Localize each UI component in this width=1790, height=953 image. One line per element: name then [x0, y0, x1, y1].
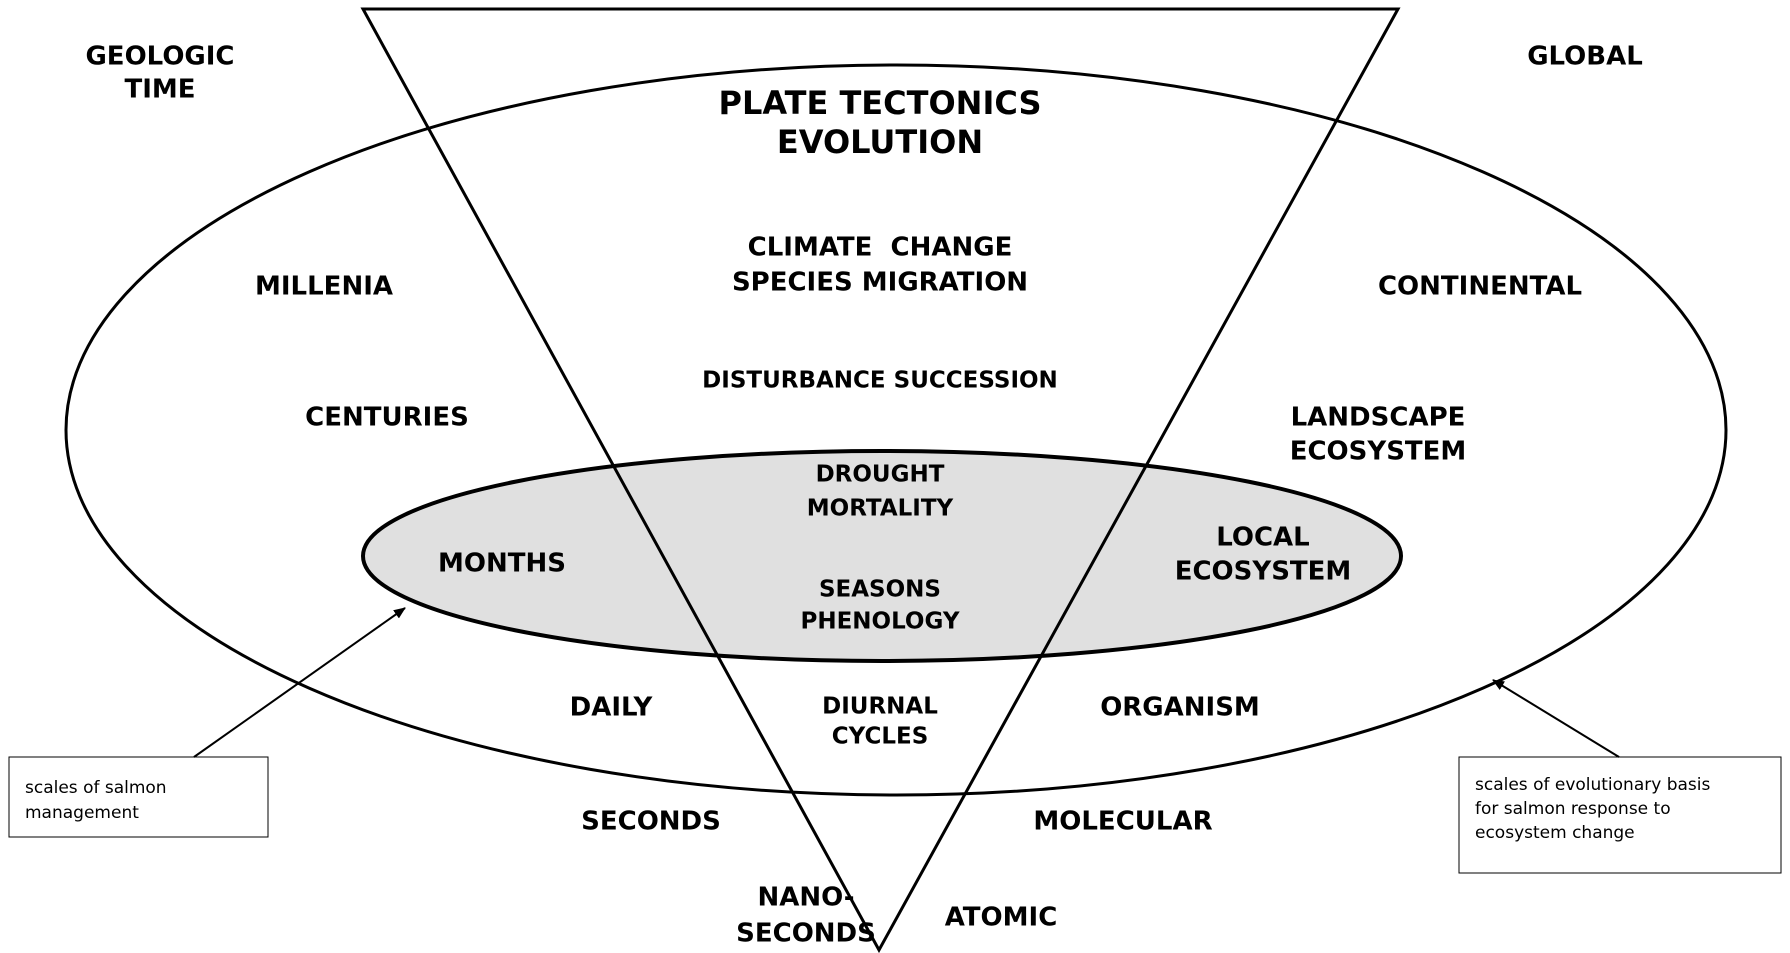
callout-text: scales of salmon — [25, 778, 167, 798]
callout-text: management — [25, 803, 139, 823]
label: DAILY — [570, 693, 654, 723]
label: NANO- — [757, 883, 854, 913]
label: PHENOLOGY — [800, 609, 959, 635]
label: MORTALITY — [807, 496, 954, 522]
label: SPECIES MIGRATION — [732, 268, 1028, 298]
callout-box — [1458, 756, 1782, 874]
callout-box — [8, 756, 269, 838]
label: DISTURBANCE SUCCESSION — [702, 368, 1058, 394]
label: SECONDS — [581, 807, 721, 837]
outer-ellipse — [64, 63, 1728, 797]
arrow — [1492, 679, 1620, 758]
label: DROUGHT — [816, 462, 945, 488]
label: MOLECULAR — [1033, 807, 1212, 837]
label: ECOSYSTEM — [1290, 437, 1467, 467]
label: EVOLUTION — [777, 123, 983, 161]
label: GEOLOGIC — [85, 42, 234, 72]
label: CENTURIES — [305, 403, 469, 433]
label: MONTHS — [438, 549, 566, 579]
callout-text: ecosystem change — [1475, 823, 1635, 843]
inner-ellipse — [361, 449, 1403, 663]
label: LOCAL — [1216, 523, 1310, 553]
label: SECONDS — [736, 919, 876, 949]
callout-text: for salmon response to — [1475, 799, 1671, 819]
label: GLOBAL — [1527, 42, 1643, 72]
callout-text: scales of evolutionary basis — [1475, 775, 1710, 795]
label: CONTINENTAL — [1378, 272, 1582, 302]
label: ATOMIC — [945, 903, 1058, 933]
label: LANDSCAPE — [1291, 403, 1466, 433]
label: CLIMATE CHANGE — [748, 233, 1013, 263]
label: CYCLES — [832, 724, 929, 750]
label: MILLENIA — [255, 272, 393, 302]
label: ECOSYSTEM — [1175, 557, 1352, 587]
label: TIME — [124, 75, 195, 105]
arrow — [193, 607, 406, 758]
label: ORGANISM — [1100, 693, 1260, 723]
label: SEASONS — [819, 577, 941, 603]
triangle — [360, 7, 1401, 953]
label: DIURNAL — [822, 694, 938, 720]
label: PLATE TECTONICS — [719, 84, 1042, 122]
